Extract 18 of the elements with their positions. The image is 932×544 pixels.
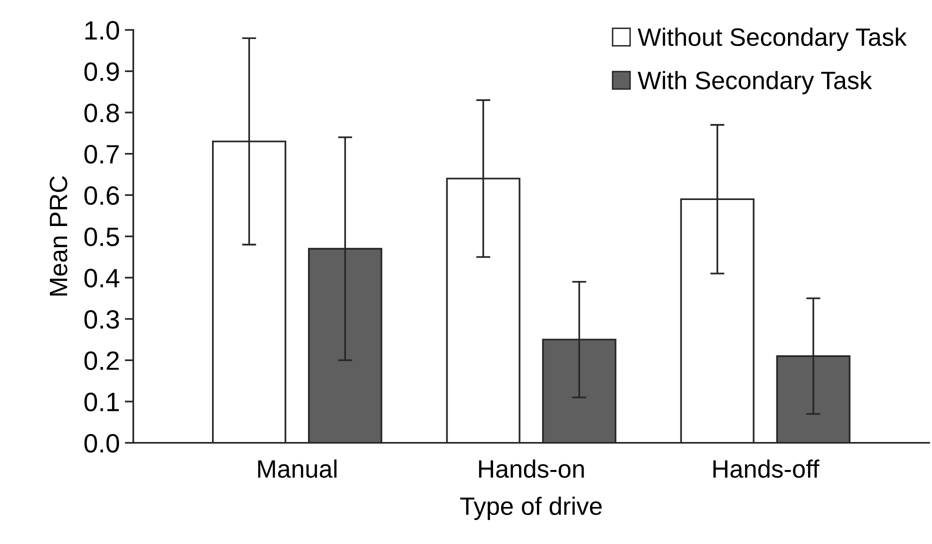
x-tick-label: Hands-off bbox=[713, 459, 820, 478]
y-tick-label: 1.0 bbox=[85, 21, 120, 40]
legend-label: Without Secondary Task bbox=[638, 28, 907, 51]
y-tick-label: 0.4 bbox=[84, 268, 120, 288]
y-tick-label: 0.1 bbox=[84, 392, 119, 412]
y-tick-label: 0.0 bbox=[84, 434, 120, 453]
y-tick-label: 0.8 bbox=[84, 104, 119, 122]
x-axis-title: Type of drive bbox=[460, 496, 602, 520]
y-axis-title: Mean PRC bbox=[50, 176, 68, 296]
x-tick-label: Manual bbox=[258, 459, 336, 478]
y-tick-label: 0.3 bbox=[84, 310, 119, 329]
y-tick-label: 0.9 bbox=[84, 62, 119, 82]
y-tick-label: 0.6 bbox=[84, 186, 119, 205]
legend-label: With Secondary Task bbox=[638, 70, 872, 94]
y-tick-label: 0.2 bbox=[84, 351, 119, 370]
y-tick-label: 0.5 bbox=[84, 228, 119, 246]
x-tick-label: Hands-on bbox=[479, 459, 584, 478]
y-tick-label: 0.7 bbox=[84, 144, 119, 164]
